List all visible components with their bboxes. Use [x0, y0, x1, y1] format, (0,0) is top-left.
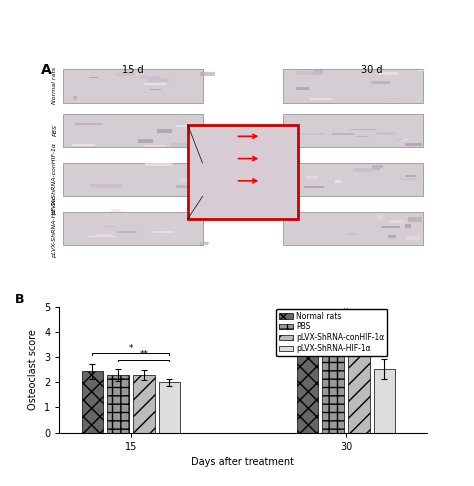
Bar [184, 185, 211, 186]
Bar [107, 375, 129, 433]
Bar [193, 188, 208, 191]
Bar [188, 125, 298, 219]
Bar [405, 224, 411, 227]
Bar [296, 87, 309, 89]
Bar [381, 226, 400, 228]
Bar [63, 163, 202, 196]
Bar [73, 96, 77, 100]
Bar [371, 82, 390, 84]
Bar [95, 234, 112, 236]
Bar [153, 231, 173, 233]
Bar [405, 143, 422, 146]
Bar [152, 163, 173, 165]
Bar [388, 235, 395, 238]
Bar [139, 76, 159, 79]
Bar [390, 220, 405, 224]
Bar [145, 145, 166, 147]
Bar [283, 212, 423, 245]
Legend: Normal rats, PBS, pLVX-ShRNA-conHIF-1α, pLVX-ShRNA-HIF-1α: Normal rats, PBS, pLVX-ShRNA-conHIF-1α, … [276, 309, 387, 356]
Text: **: ** [354, 314, 363, 324]
Bar [300, 133, 325, 135]
Bar [379, 72, 399, 75]
Bar [376, 132, 396, 135]
Bar [283, 114, 423, 147]
Bar [176, 185, 201, 189]
Text: Normal rats: Normal rats [53, 67, 57, 104]
Bar [200, 243, 208, 244]
Bar [144, 84, 167, 85]
Bar [304, 186, 324, 188]
Bar [133, 375, 155, 433]
Text: 30 d: 30 d [361, 65, 382, 75]
Bar [72, 144, 95, 145]
Text: B: B [15, 293, 25, 306]
Bar [296, 71, 321, 75]
Bar [89, 77, 98, 78]
Bar [199, 242, 210, 243]
Bar [103, 226, 116, 227]
Bar [400, 178, 417, 180]
Bar [75, 123, 103, 124]
Text: pLVX-ShRNA-conHIF-1α: pLVX-ShRNA-conHIF-1α [53, 142, 57, 215]
Bar [180, 178, 197, 181]
Bar [306, 175, 318, 179]
Text: 15 d: 15 d [122, 65, 144, 75]
Bar [378, 215, 383, 219]
Bar [117, 73, 134, 76]
Bar [145, 163, 172, 166]
Bar [373, 168, 380, 170]
Text: **: ** [139, 350, 148, 359]
Bar [82, 371, 103, 433]
Bar [347, 233, 357, 235]
Text: pLVX-ShRNA-HIF-1α: pLVX-ShRNA-HIF-1α [53, 197, 57, 258]
Bar [354, 168, 373, 173]
Bar [406, 236, 420, 240]
Bar [396, 139, 404, 140]
Y-axis label: Osteoclast score: Osteoclast score [28, 330, 38, 410]
Bar [314, 69, 323, 74]
Text: **: ** [341, 308, 350, 317]
Text: *: * [128, 344, 133, 353]
Bar [176, 125, 199, 127]
Bar [374, 368, 395, 433]
Bar [138, 139, 153, 143]
Bar [372, 165, 383, 168]
Bar [150, 89, 161, 90]
Bar [117, 231, 137, 233]
Bar [63, 69, 202, 103]
Bar [283, 163, 423, 196]
Bar [190, 135, 196, 137]
Bar [348, 341, 370, 433]
Bar [96, 184, 122, 188]
Bar [405, 175, 416, 177]
Text: PBS: PBS [53, 123, 57, 136]
Bar [332, 133, 354, 135]
Bar [402, 139, 407, 141]
Bar [149, 78, 169, 83]
Bar [63, 212, 202, 245]
Bar [349, 129, 377, 130]
Bar [297, 336, 318, 433]
Text: A: A [41, 63, 52, 77]
Bar [90, 184, 112, 187]
Bar [283, 69, 423, 103]
Bar [157, 129, 172, 133]
Bar [390, 98, 399, 99]
Bar [171, 143, 191, 147]
Bar [409, 217, 422, 222]
Bar [111, 209, 121, 212]
Bar [88, 236, 116, 237]
X-axis label: Days after treatment: Days after treatment [191, 457, 294, 467]
Bar [200, 72, 215, 76]
Bar [159, 382, 180, 433]
Bar [357, 136, 369, 137]
Bar [310, 98, 332, 100]
Bar [322, 341, 344, 433]
Bar [335, 180, 341, 183]
Bar [418, 69, 427, 71]
Bar [63, 114, 202, 147]
